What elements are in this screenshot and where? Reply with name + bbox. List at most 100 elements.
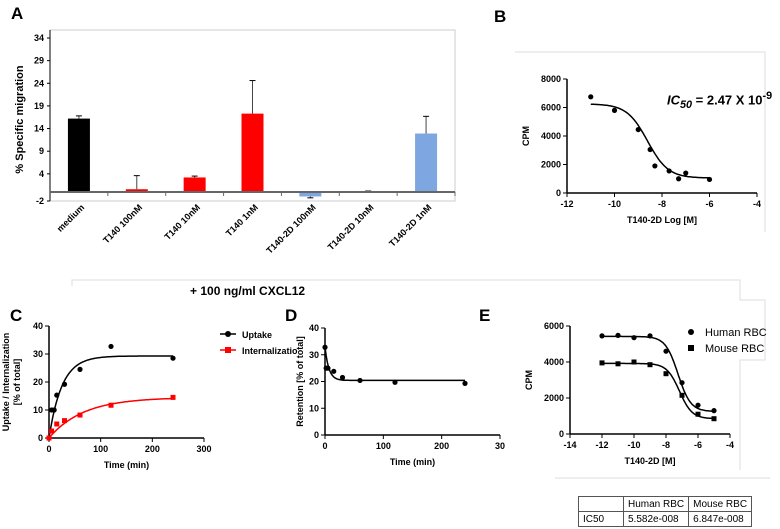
data-point <box>61 381 68 387</box>
x-tick-label: 200 <box>434 441 449 451</box>
table-cell: 6.847e-008 <box>688 511 753 527</box>
x-tick-label: T140 100nM <box>101 202 144 245</box>
data-point <box>647 362 653 368</box>
x-tick-label: -8 <box>658 199 666 209</box>
x-axis-label: T140-2D [M] <box>624 456 675 466</box>
x-tick-label: T140 1nM <box>224 202 260 238</box>
x-tick-label: -10 <box>627 440 640 450</box>
y-tick-label: 20 <box>309 377 319 387</box>
data-point <box>615 361 621 367</box>
fit-curve <box>602 335 714 412</box>
legend-label: Internalizatio <box>242 346 298 356</box>
bar <box>125 189 148 192</box>
x-tick-label: 200 <box>145 444 160 454</box>
y-axis-label: % Specific migration <box>14 65 26 173</box>
y-axis-label: CPM <box>521 126 531 146</box>
y-tick-label: 30 <box>33 349 43 359</box>
data-point <box>54 392 60 398</box>
ic50-table: Human RBC Mouse RBC IC50 5.582e-008 6.84… <box>578 496 753 527</box>
y-tick-label: -2 <box>36 196 44 206</box>
x-tick-label: 100 <box>93 444 108 454</box>
bar <box>299 191 322 197</box>
legend-marker <box>225 331 231 337</box>
fit-curve <box>590 103 710 179</box>
panel-label-d: D <box>285 306 298 325</box>
bar <box>67 118 90 192</box>
x-tick-label: 0 <box>46 444 51 454</box>
bar <box>415 133 438 192</box>
legend-marker <box>688 345 694 351</box>
data-point <box>695 402 701 408</box>
data-point <box>46 435 52 441</box>
data-point <box>635 126 641 133</box>
panel-label-b: B <box>494 7 507 26</box>
y-tick-label: 34 <box>34 33 44 43</box>
data-point <box>679 392 685 398</box>
data-point <box>77 412 83 418</box>
data-point <box>170 355 176 361</box>
y-axis-label: [% of total] <box>12 359 22 406</box>
y-tick-label: 0 <box>38 433 43 443</box>
data-point <box>62 418 67 424</box>
panel-label-e: E <box>479 306 491 325</box>
y-tick-label: 0 <box>556 188 561 198</box>
data-point <box>339 374 346 381</box>
ic50-text: = 2.47 X 10 <box>692 92 763 108</box>
data-point <box>49 428 55 434</box>
x-tick-label: medium <box>55 202 86 233</box>
data-point <box>77 366 83 372</box>
table-row: IC50 5.582e-008 6.847e-008 <box>578 511 753 527</box>
legend-marker <box>225 347 231 353</box>
y-tick-label: 4000 <box>544 357 564 367</box>
data-point <box>695 411 701 417</box>
x-tick-label: -6 <box>694 440 702 450</box>
y-axis-label: CPM <box>524 370 534 390</box>
data-point <box>331 368 337 374</box>
x-tick-label: -8 <box>662 440 670 450</box>
legend-label: Mouse RBC <box>705 343 764 355</box>
ic50-sub: 50 <box>680 98 693 111</box>
data-point <box>663 348 669 354</box>
data-point <box>663 371 669 377</box>
table-header-row: Human RBC Mouse RBC <box>578 496 753 512</box>
ic50-exp: -9 <box>762 90 773 102</box>
y-tick-label: 9 <box>39 146 44 156</box>
ic50-annotation: IC50 = 2.47 X 10-9 <box>667 90 772 111</box>
y-tick-label: 6000 <box>544 321 564 331</box>
x-tick-label: T140-2D 100nM <box>264 202 317 255</box>
y-tick-label: 14 <box>34 124 44 134</box>
data-point <box>108 402 114 408</box>
fit-curve <box>324 347 465 382</box>
data-point <box>647 333 653 339</box>
data-point <box>683 170 689 176</box>
data-point <box>706 176 713 183</box>
y-tick-label: 40 <box>309 323 319 333</box>
bar <box>183 177 206 192</box>
table-header-cell: Human RBC <box>622 496 690 512</box>
y-tick-label: 8000 <box>541 74 561 84</box>
x-tick-label: -14 <box>563 440 576 450</box>
data-point <box>357 377 363 384</box>
table-header-cell <box>578 496 624 512</box>
x-tick-label: -12 <box>560 199 573 209</box>
table-cell: IC50 <box>578 511 624 527</box>
data-point <box>322 344 328 350</box>
y-tick-label: 24 <box>34 78 44 88</box>
data-point <box>108 343 114 350</box>
data-point <box>666 168 672 174</box>
data-point <box>599 360 605 366</box>
table-cell: 5.582e-008 <box>622 511 690 527</box>
data-point <box>676 176 682 182</box>
y-tick-label: 30 <box>309 350 319 360</box>
data-point <box>631 359 637 365</box>
data-point <box>711 408 717 414</box>
x-tick-label: -12 <box>595 440 608 450</box>
x-tick-label: T140-2D 10nM <box>326 202 376 252</box>
data-point <box>392 379 398 385</box>
treatment-header: + 100 ng/ml CXCL12 <box>190 284 306 298</box>
x-tick-label: -6 <box>705 199 713 209</box>
x-tick-label: 300 <box>196 444 211 454</box>
y-tick-label: 4000 <box>541 131 561 141</box>
y-tick-label: 10 <box>33 405 43 415</box>
data-point <box>588 94 594 100</box>
